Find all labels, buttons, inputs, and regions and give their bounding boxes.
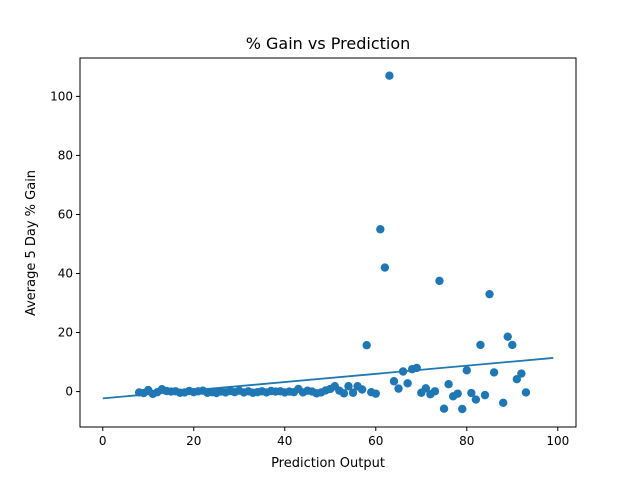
data-point: [344, 382, 353, 391]
plot-area: [102, 71, 554, 414]
data-point: [467, 388, 476, 398]
data-point: [403, 379, 412, 388]
x-tick-label: 100: [546, 434, 569, 448]
data-point: [476, 340, 485, 350]
data-point: [480, 390, 490, 400]
data-point: [458, 404, 467, 414]
x-tick-label: 0: [99, 434, 107, 448]
data-point: [512, 374, 522, 384]
data-point: [339, 389, 349, 398]
data-point: [521, 388, 531, 397]
data-point: [485, 289, 494, 299]
chart-title: % Gain vs Prediction: [246, 34, 411, 53]
data-point: [439, 404, 449, 413]
data-point: [371, 389, 380, 398]
trend-line: [102, 357, 554, 400]
y-axis-ticks: 0 20 40 60 80 100: [50, 89, 80, 399]
data-point: [471, 395, 481, 404]
data-point: [503, 332, 512, 341]
axes-frame: [79, 57, 577, 428]
y-axis-label: Average 5 Day % Gain: [24, 170, 39, 316]
data-point: [362, 341, 371, 350]
y-tick-label: 100: [50, 89, 73, 103]
data-point: [508, 340, 517, 350]
data-point: [444, 380, 453, 389]
x-tick-label: 20: [186, 434, 201, 448]
y-tick-label: 20: [58, 326, 73, 340]
y-tick-label: 80: [58, 148, 73, 162]
data-point: [385, 71, 394, 80]
data-point: [389, 377, 399, 386]
data-point: [517, 369, 526, 378]
data-point: [498, 398, 508, 407]
data-point: [435, 276, 444, 286]
data-point: [348, 388, 358, 397]
data-point: [357, 385, 367, 394]
data-point: [394, 384, 403, 393]
data-point: [430, 387, 440, 396]
data-point: [462, 366, 471, 375]
y-tick-label: 0: [65, 385, 73, 399]
data-point: [376, 225, 385, 234]
y-tick-label: 40: [58, 266, 73, 280]
x-axis-label: Prediction Output: [271, 456, 385, 471]
y-tick-label: 60: [58, 207, 73, 221]
data-point: [489, 368, 499, 377]
data-point: [453, 389, 462, 398]
x-tick-label: 80: [459, 434, 474, 448]
x-tick-label: 40: [277, 434, 292, 448]
x-tick-label: 60: [368, 434, 383, 448]
x-axis-ticks: 0 20 40 60 80 100: [99, 427, 569, 448]
data-point: [380, 263, 390, 272]
data-point: [421, 384, 431, 393]
